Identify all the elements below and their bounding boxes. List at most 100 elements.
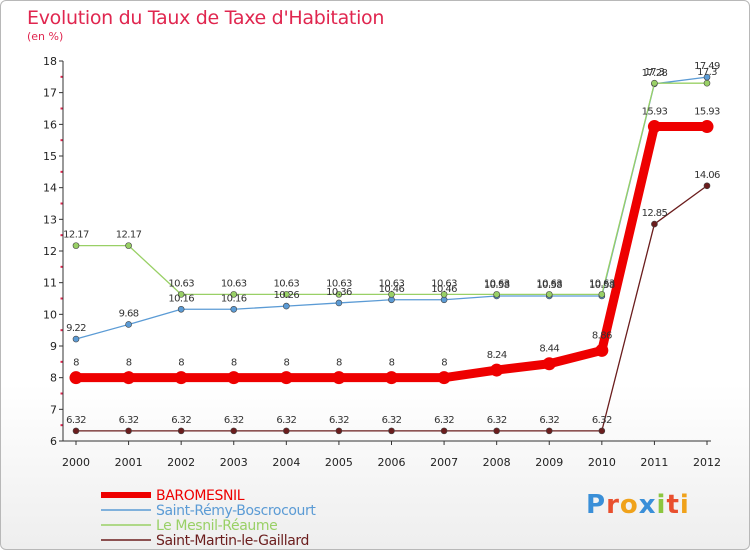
data-label-baromesnil: 8.24: [487, 350, 507, 361]
data-point-saint-martin-le-gaillard: [283, 427, 290, 435]
y-minor-mark: [60, 297, 63, 300]
data-label-saint-remy-boscrocourt: 10.58: [484, 280, 510, 291]
data-point-le-mesnil-reaume: [230, 291, 238, 298]
axes: 6 7 8 9 10 11 12 13 14 15 16 17 18 2000 2001 2002 2003 20…: [43, 55, 721, 469]
logo-letter: o: [619, 490, 639, 520]
data-point-baromesnil: [542, 357, 556, 371]
series-layer: [69, 73, 714, 435]
data-label-le-mesnil-reaume: 17.3: [697, 67, 717, 78]
data-label-saint-martin-le-gaillard: 6.32: [66, 415, 86, 426]
legend-label: Saint-Rémy-Boscrocourt: [156, 503, 316, 519]
x-tick-label: 2006: [378, 456, 406, 469]
data-label-saint-martin-le-gaillard: 6.32: [539, 415, 559, 426]
data-label-saint-martin-le-gaillard: 6.32: [119, 415, 139, 426]
y-tick-label: 6: [50, 435, 57, 448]
data-label-le-mesnil-reaume: 10.63: [484, 278, 510, 289]
y-tick-label: 14: [43, 182, 57, 195]
data-label-saint-remy-boscrocourt: 10.46: [379, 284, 405, 295]
data-point-saint-remy-boscrocourt: [283, 302, 290, 310]
data-label-le-mesnil-reaume: 10.63: [221, 278, 247, 289]
chart-title: Evolution du Taux de Taxe d'Habitation: [27, 7, 385, 29]
data-label-le-mesnil-reaume: 10.63: [589, 278, 615, 289]
data-point-saint-martin-le-gaillard: [545, 427, 553, 435]
data-point-le-mesnil-reaume: [598, 291, 606, 298]
x-tick-label: 2001: [115, 456, 143, 469]
y-minor-mark: [60, 329, 63, 332]
data-label-baromesnil: 8.44: [539, 344, 559, 355]
data-point-le-mesnil-reaume: [125, 242, 132, 249]
data-point-saint-martin-le-gaillard: [493, 427, 500, 435]
data-label-saint-remy-boscrocourt: 17.28: [642, 68, 668, 79]
x-tick-label: 2010: [588, 456, 616, 469]
data-point-le-mesnil-reaume: [703, 79, 711, 87]
chart-subtitle: (en %): [27, 30, 64, 43]
proxiti-logo: Proxiti: [586, 490, 690, 520]
x-tick-label: 2008: [483, 456, 511, 469]
data-point-le-mesnil-reaume: [493, 291, 500, 298]
y-tick-label: 10: [43, 308, 57, 321]
data-label-saint-remy-boscrocourt: 10.46: [431, 284, 457, 295]
data-point-saint-remy-boscrocourt: [335, 299, 343, 307]
y-minor-mark: [60, 139, 63, 142]
y-tick-label: 18: [43, 55, 57, 68]
x-tick-label: 2009: [535, 456, 563, 469]
data-point-saint-martin-le-gaillard: [651, 220, 658, 228]
data-point-baromesnil: [279, 371, 293, 385]
y-tick-label: 13: [43, 213, 57, 226]
x-tick-label: 2011: [640, 456, 668, 469]
data-label-saint-martin-le-gaillard: 6.32: [487, 415, 507, 426]
y-tick-label: 12: [43, 245, 57, 258]
logo-letter: x: [638, 490, 657, 520]
data-point-saint-remy-boscrocourt: [72, 335, 80, 343]
data-point-baromesnil: [647, 120, 661, 134]
data-label-saint-remy-boscrocourt: 17.49: [694, 61, 720, 72]
data-point-baromesnil: [69, 371, 83, 385]
logo-letter: P: [586, 490, 607, 520]
data-label-baromesnil: 8: [336, 358, 342, 369]
data-label-saint-remy-boscrocourt: 10.36: [326, 287, 352, 298]
y-minor-mark: [60, 360, 63, 363]
data-point-saint-martin-le-gaillard: [72, 427, 80, 435]
x-tick-label: 2005: [325, 456, 353, 469]
data-label-baromesnil: 8: [231, 358, 237, 369]
x-tick-label: 2004: [272, 456, 300, 469]
y-tick-label: 15: [43, 150, 57, 163]
data-point-baromesnil: [437, 371, 451, 385]
data-point-saint-remy-boscrocourt: [230, 305, 238, 313]
data-point-saint-remy-boscrocourt: [125, 321, 132, 328]
logo-letter: i: [656, 490, 667, 520]
data-label-baromesnil: 8: [178, 358, 184, 369]
x-tick-label: 2000: [62, 456, 90, 469]
data-label-le-mesnil-reaume: 10.63: [536, 278, 562, 289]
data-point-le-mesnil-reaume: [283, 291, 290, 298]
data-point-le-mesnil-reaume: [72, 242, 80, 249]
data-point-baromesnil: [332, 371, 346, 385]
data-label-saint-remy-boscrocourt: 10.16: [168, 293, 194, 304]
y-minor-mark: [60, 265, 63, 268]
data-label-saint-remy-boscrocourt: 10.16: [221, 293, 247, 304]
x-tick-label: 2007: [430, 456, 458, 469]
data-label-baromesnil: 8: [283, 358, 289, 369]
series-line-le-mesnil-reaume: [75, 82, 708, 296]
data-label-saint-remy-boscrocourt: 10.58: [589, 280, 615, 291]
legend-label: Saint-Martin-le-Gaillard: [156, 533, 309, 549]
data-label-baromesnil: 8: [126, 358, 132, 369]
data-point-saint-martin-le-gaillard: [598, 427, 606, 435]
data-label-saint-remy-boscrocourt: 9.68: [119, 308, 139, 319]
data-label-le-mesnil-reaume: 10.63: [431, 278, 457, 289]
data-point-baromesnil: [700, 120, 714, 134]
y-tick-label: 16: [43, 118, 57, 131]
data-point-le-mesnil-reaume: [440, 291, 448, 298]
data-label-saint-remy-boscrocourt: 9.22: [66, 323, 86, 334]
legend-label: BAROMESNIL: [156, 488, 245, 504]
data-point-le-mesnil-reaume: [545, 291, 553, 298]
y-minor-mark: [60, 234, 63, 237]
x-tick-label: 2002: [167, 456, 195, 469]
y-tick-label: 8: [50, 372, 57, 385]
data-point-saint-martin-le-gaillard: [703, 182, 711, 190]
data-point-baromesnil: [122, 371, 136, 385]
data-label-baromesnil: 8: [389, 358, 395, 369]
